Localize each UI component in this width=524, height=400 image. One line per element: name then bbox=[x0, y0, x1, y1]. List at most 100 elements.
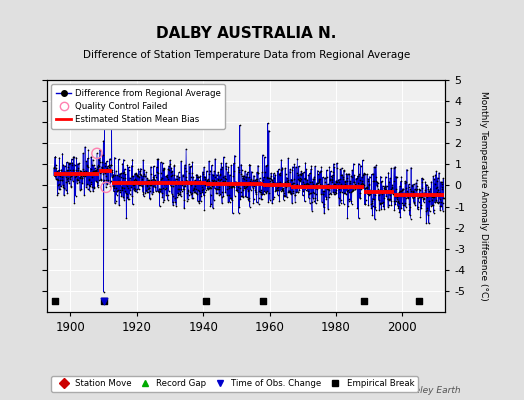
Point bbox=[367, 204, 375, 211]
Point bbox=[358, 178, 366, 184]
Point bbox=[226, 195, 235, 201]
Point bbox=[400, 193, 408, 199]
Point bbox=[50, 154, 59, 160]
Point bbox=[397, 178, 405, 185]
Point bbox=[391, 200, 399, 207]
Point bbox=[112, 185, 120, 191]
Point bbox=[346, 182, 355, 189]
Point bbox=[89, 156, 97, 163]
Point bbox=[369, 170, 377, 177]
Point bbox=[90, 185, 99, 192]
Point bbox=[308, 178, 316, 185]
Point bbox=[375, 190, 384, 196]
Point bbox=[341, 178, 349, 184]
Point bbox=[287, 176, 296, 183]
Point bbox=[414, 198, 423, 205]
Point bbox=[78, 175, 86, 182]
Text: Difference of Station Temperature Data from Regional Average: Difference of Station Temperature Data f… bbox=[83, 50, 410, 60]
Point bbox=[270, 182, 278, 189]
Point bbox=[288, 181, 296, 188]
Point bbox=[270, 170, 278, 177]
Point bbox=[221, 175, 229, 182]
Point bbox=[249, 199, 257, 206]
Point bbox=[52, 176, 61, 182]
Point bbox=[64, 178, 72, 184]
Point bbox=[64, 175, 72, 181]
Point bbox=[269, 196, 277, 202]
Point bbox=[363, 184, 372, 190]
Point bbox=[120, 196, 128, 203]
Point bbox=[297, 168, 305, 174]
Point bbox=[287, 177, 295, 183]
Point bbox=[316, 168, 325, 174]
Point bbox=[253, 169, 261, 176]
Point bbox=[98, 158, 106, 165]
Point bbox=[361, 185, 369, 192]
Point bbox=[85, 170, 93, 176]
Point bbox=[120, 185, 128, 192]
Point bbox=[290, 161, 299, 168]
Point bbox=[278, 164, 287, 171]
Point bbox=[429, 207, 438, 213]
Point bbox=[388, 185, 396, 192]
Point bbox=[249, 177, 257, 184]
Point bbox=[183, 197, 191, 204]
Point bbox=[201, 182, 210, 188]
Point bbox=[167, 165, 176, 171]
Legend: Station Move, Record Gap, Time of Obs. Change, Empirical Break: Station Move, Record Gap, Time of Obs. C… bbox=[51, 376, 418, 392]
Point bbox=[198, 184, 206, 190]
Point bbox=[109, 171, 117, 178]
Point bbox=[123, 182, 131, 189]
Point bbox=[275, 170, 283, 177]
Point bbox=[76, 168, 84, 174]
Point bbox=[383, 188, 391, 194]
Point bbox=[437, 199, 445, 205]
Point bbox=[151, 180, 159, 186]
Point bbox=[151, 179, 160, 185]
Point bbox=[391, 164, 399, 170]
Point bbox=[106, 162, 115, 168]
Point bbox=[301, 187, 310, 193]
Point bbox=[170, 195, 179, 201]
Point bbox=[227, 184, 235, 191]
Point bbox=[296, 174, 304, 181]
Point bbox=[165, 178, 173, 185]
Point bbox=[406, 212, 414, 218]
Point bbox=[121, 188, 129, 194]
Point bbox=[309, 194, 317, 201]
Point bbox=[83, 162, 91, 168]
Point bbox=[116, 170, 124, 177]
Point bbox=[177, 193, 185, 199]
Point bbox=[210, 168, 218, 174]
Point bbox=[350, 179, 358, 186]
Point bbox=[388, 184, 397, 190]
Point bbox=[289, 190, 297, 196]
Point bbox=[124, 164, 133, 170]
Point bbox=[337, 165, 346, 171]
Point bbox=[77, 168, 85, 174]
Point bbox=[407, 164, 416, 171]
Point bbox=[147, 176, 155, 183]
Point bbox=[425, 208, 434, 214]
Point bbox=[372, 162, 380, 168]
Point bbox=[158, 190, 166, 196]
Point bbox=[159, 165, 168, 171]
Point bbox=[238, 186, 247, 193]
Point bbox=[294, 176, 303, 182]
Point bbox=[170, 163, 178, 170]
Point bbox=[198, 179, 206, 186]
Point bbox=[173, 185, 182, 192]
Point bbox=[274, 184, 282, 190]
Point bbox=[77, 186, 85, 192]
Point bbox=[236, 196, 245, 202]
Point bbox=[326, 190, 334, 196]
Point bbox=[260, 174, 268, 180]
Point bbox=[103, 165, 111, 172]
Point bbox=[107, 162, 115, 168]
Point bbox=[152, 188, 160, 195]
Point bbox=[55, 186, 63, 192]
Point bbox=[136, 168, 144, 174]
Point bbox=[241, 184, 249, 191]
Point bbox=[66, 160, 74, 166]
Point bbox=[283, 180, 291, 186]
